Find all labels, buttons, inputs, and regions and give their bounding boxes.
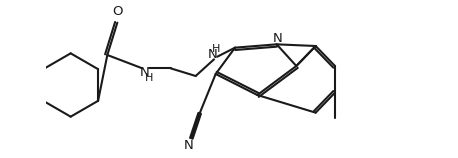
Text: N: N xyxy=(273,32,283,45)
Text: N: N xyxy=(184,139,194,152)
Text: H: H xyxy=(212,44,220,54)
Text: O: O xyxy=(112,5,123,18)
Text: H: H xyxy=(145,73,153,83)
Text: N: N xyxy=(207,48,217,61)
Text: N: N xyxy=(140,66,150,79)
